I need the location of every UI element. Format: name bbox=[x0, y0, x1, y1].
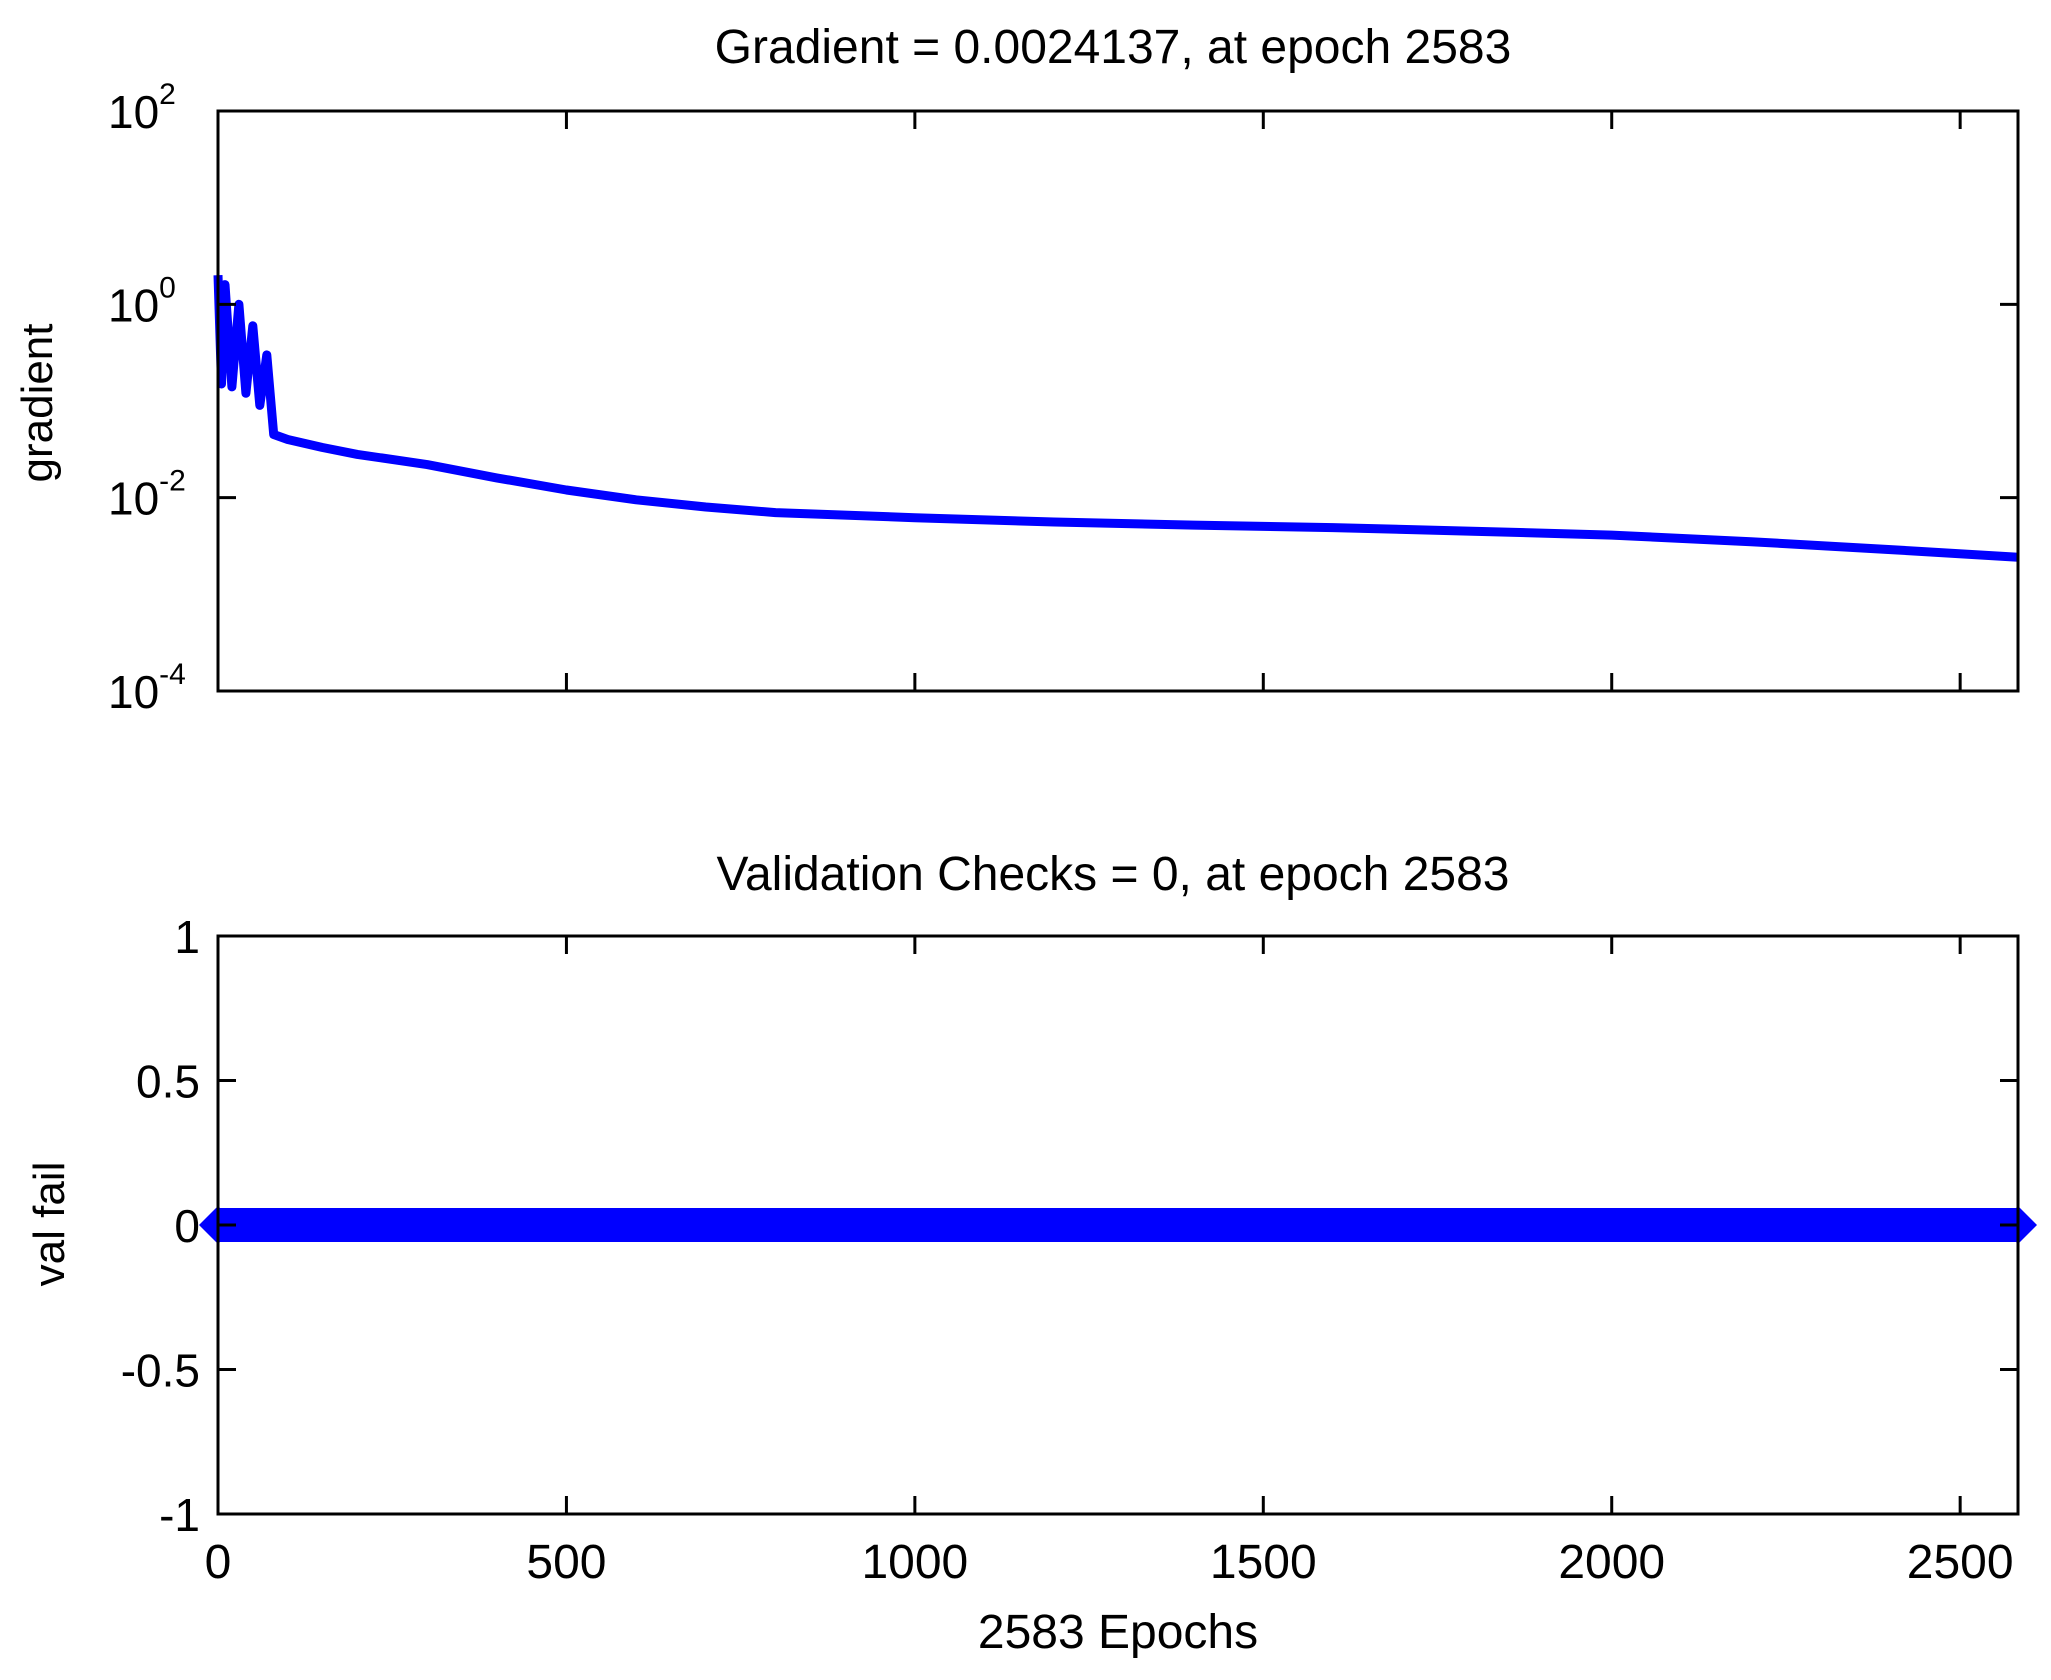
validation-panel: Validation Checks = 0, at epoch 2583 val… bbox=[25, 848, 2037, 1659]
validation-ylabel: val fail bbox=[25, 1162, 74, 1287]
validation-title: Validation Checks = 0, at epoch 2583 bbox=[717, 848, 1510, 901]
validation-series bbox=[199, 1206, 2037, 1244]
validation-x-tick-label: 1500 bbox=[1210, 1536, 1317, 1589]
validation-xlabel: 2583 Epochs bbox=[978, 1606, 1258, 1659]
validation-y-tick-label: 0 bbox=[174, 1200, 200, 1252]
validation-y-tick-label: 1 bbox=[174, 911, 200, 963]
validation-x-tick-label: 2500 bbox=[1907, 1536, 2014, 1589]
validation-x-tick-label: 2000 bbox=[1558, 1536, 1665, 1589]
gradient-series bbox=[213, 275, 2019, 562]
gradient-line bbox=[213, 275, 2019, 562]
validation-x-tick-label: 500 bbox=[526, 1536, 606, 1589]
validation-x-tick-label: 0 bbox=[205, 1536, 232, 1589]
validation-y-tick-label: 0.5 bbox=[136, 1056, 200, 1108]
validation-x-tick-label: 1000 bbox=[861, 1536, 968, 1589]
validation-y-tick-label: -0.5 bbox=[121, 1345, 200, 1397]
validation-axes-box bbox=[216, 934, 2020, 1516]
validation-y-tick-label: -1 bbox=[159, 1489, 200, 1541]
gradient-panel: Gradient = 0.0024137, at epoch 2583 grad… bbox=[13, 21, 2020, 718]
gradient-title: Gradient = 0.0024137, at epoch 2583 bbox=[715, 21, 1512, 74]
validation-x-ticks: 0 500 1000 1500 2000 2500 bbox=[205, 936, 2014, 1589]
gradient-axes-box bbox=[216, 109, 2020, 693]
gradient-ylabel: gradient bbox=[13, 323, 62, 482]
